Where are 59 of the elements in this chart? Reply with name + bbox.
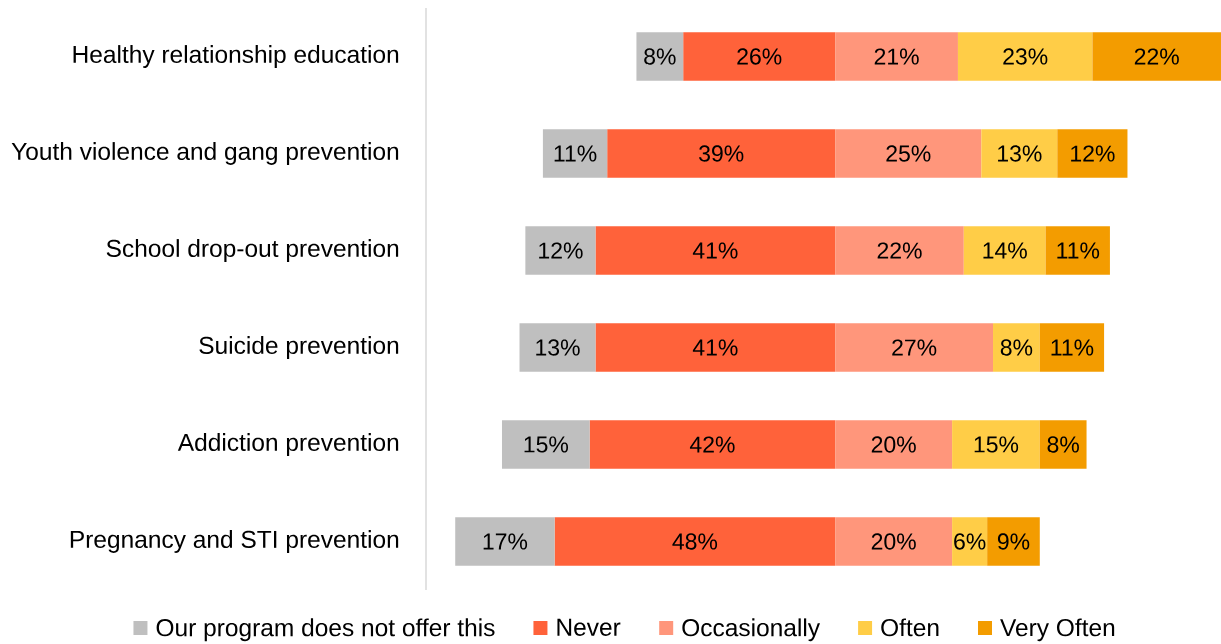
data-label: 8% (1000, 339, 1033, 356)
bar (542, 129, 608, 178)
y-tick-label: Youth violence and gang prevention (11, 142, 399, 165)
y-tick-label: School drop-out prevention (106, 239, 399, 262)
data-label: 13% (536, 339, 580, 356)
data-label: 23% (1003, 48, 1048, 65)
bar (981, 129, 1058, 178)
data-label: 22% (877, 242, 922, 259)
y-tick-label: Suicide prevention (199, 336, 399, 359)
data-label: 15% (524, 436, 569, 453)
data-label: 11% (554, 145, 597, 162)
data-label: 15% (974, 436, 1019, 453)
data-label: 41% (692, 339, 738, 356)
data-label: 20% (871, 533, 916, 550)
bar (993, 323, 1040, 372)
bar (501, 420, 590, 469)
data-label: 26% (737, 48, 782, 65)
bar (957, 32, 1093, 81)
legend-label: Our program does not offer this (156, 618, 495, 642)
bar (1045, 226, 1110, 275)
data-label: 48% (672, 533, 718, 550)
legend-label: Never (557, 618, 621, 636)
bar (1039, 323, 1105, 372)
y-tick-label: Addiction prevention (177, 433, 399, 456)
data-label: 27% (892, 339, 937, 356)
bar (963, 226, 1046, 275)
bar (636, 32, 684, 81)
data-label: 12% (1071, 145, 1115, 162)
y-tick-label: Healthy relationship education (73, 45, 399, 68)
legend-label: Often (881, 618, 939, 637)
data-label: 9% (997, 533, 1030, 550)
bar (1057, 129, 1128, 178)
data-label: 41% (692, 242, 738, 259)
data-label: 8% (644, 48, 676, 65)
data-label: 8% (1047, 436, 1079, 453)
data-label: 20% (871, 436, 916, 453)
data-label: 14% (983, 242, 1027, 259)
bar (952, 420, 1040, 469)
data-label: 17% (483, 533, 528, 550)
data-label: 25% (886, 145, 931, 162)
bar (1092, 32, 1221, 81)
data-label: 6% (954, 533, 986, 550)
data-label: 21% (874, 48, 919, 65)
data-label: 11% (1057, 242, 1100, 259)
bar (455, 517, 555, 566)
data-label: 39% (699, 145, 744, 162)
bar (987, 517, 1040, 566)
data-label: 12% (539, 242, 583, 259)
legend-label: Occasionally (682, 618, 821, 642)
bar (525, 226, 596, 275)
y-tick-label: Pregnancy and STI prevention (70, 530, 399, 553)
data-label: 42% (689, 436, 735, 453)
bar (1039, 420, 1087, 469)
data-label: 22% (1134, 48, 1179, 65)
data-label: 11% (1051, 339, 1094, 356)
data-label: 13% (998, 145, 1042, 162)
bar (519, 323, 596, 372)
legend-label: Very Often (1000, 618, 1115, 642)
bar (952, 517, 988, 566)
